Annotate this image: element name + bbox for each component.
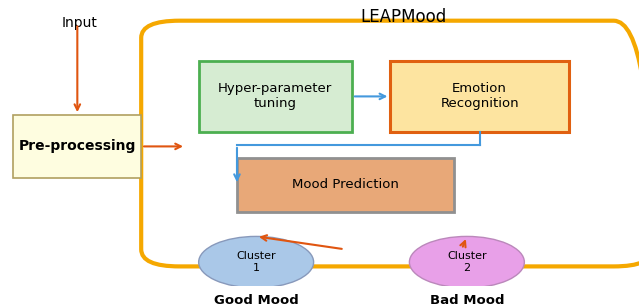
Text: Input: Input (61, 17, 97, 30)
FancyBboxPatch shape (390, 61, 569, 132)
Text: Cluster
1: Cluster 1 (236, 251, 276, 273)
Ellipse shape (410, 237, 524, 288)
Text: LEAPMood: LEAPMood (360, 8, 446, 26)
Text: Bad Mood: Bad Mood (429, 293, 504, 306)
Text: Pre-processing: Pre-processing (19, 140, 136, 153)
Text: Mood Prediction: Mood Prediction (292, 178, 399, 192)
Ellipse shape (198, 237, 314, 288)
Text: Hyper-parameter
tuning: Hyper-parameter tuning (218, 82, 332, 110)
Text: Cluster
2: Cluster 2 (447, 251, 486, 273)
Text: Emotion
Recognition: Emotion Recognition (440, 82, 519, 110)
Text: Good Mood: Good Mood (214, 293, 298, 306)
FancyBboxPatch shape (237, 158, 454, 212)
FancyBboxPatch shape (13, 115, 141, 178)
FancyBboxPatch shape (198, 61, 352, 132)
